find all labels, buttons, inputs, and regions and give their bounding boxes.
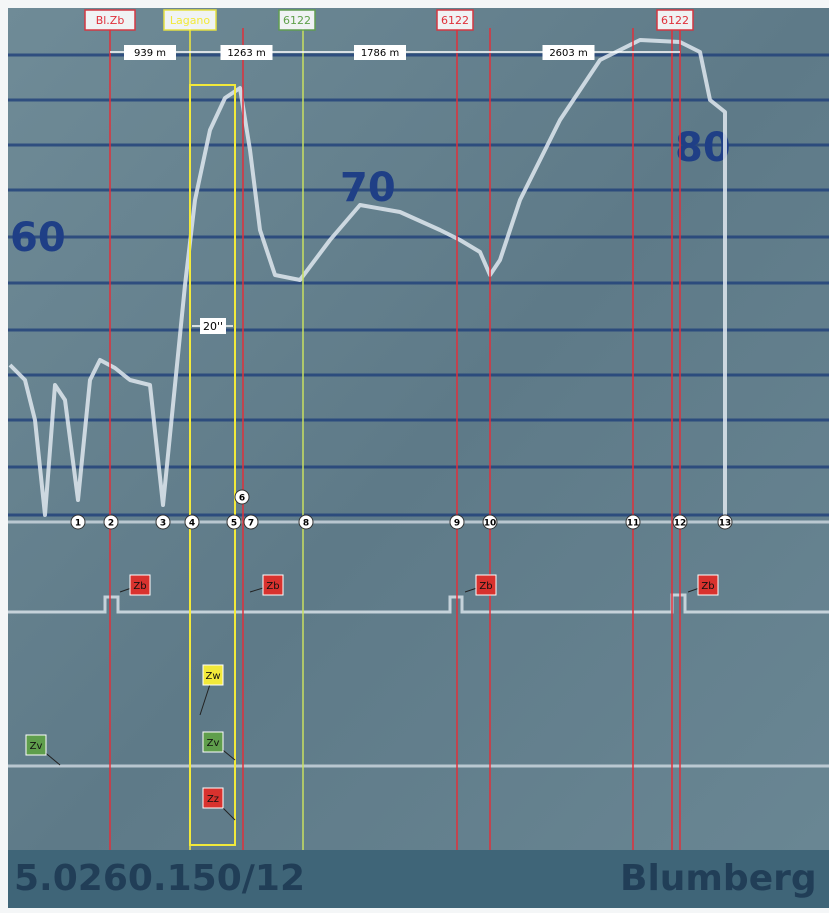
callout-label: Zw (205, 671, 220, 682)
marker-label: Bl.Zb (96, 14, 125, 27)
distance-label: 2603 m (549, 48, 587, 59)
callout-label: Zv (30, 741, 43, 752)
callout-label: Zz (207, 794, 219, 805)
callout-label: Zb (266, 581, 279, 592)
marker-label: 6122 (283, 14, 311, 27)
footer-code: 5.0260.150/12 (14, 858, 305, 899)
point-label: 13 (719, 519, 732, 529)
marker-label: Lagano (170, 14, 211, 27)
callout-label: Zb (479, 581, 492, 592)
speed-label: 70 (340, 165, 396, 211)
marker-label: 6122 (661, 14, 689, 27)
point-label: 8 (303, 519, 309, 529)
point-label: 2 (108, 519, 114, 529)
recording-strip: 607080Bl.ZbLagano612261226122939 m1263 m… (0, 0, 829, 913)
point-label: 1 (75, 519, 81, 529)
speed-label: 60 (10, 215, 66, 261)
distance-label: 939 m (134, 48, 166, 59)
callout-label: Zb (133, 581, 146, 592)
duration-label: 20'' (203, 320, 223, 333)
point-label: 7 (248, 519, 254, 529)
point-label: 5 (231, 519, 237, 529)
footer-place: Blumberg (620, 858, 817, 899)
point-label: 4 (189, 519, 195, 529)
point-label: 6 (239, 494, 245, 504)
point-label: 10 (484, 519, 497, 529)
marker-label: 6122 (441, 14, 469, 27)
point-label: 12 (674, 519, 687, 529)
point-label: 11 (627, 519, 640, 529)
point-label: 9 (454, 519, 460, 529)
callout-label: Zv (207, 738, 220, 749)
speed-label: 80 (675, 125, 731, 171)
callout-label: Zb (701, 581, 714, 592)
point-label: 3 (160, 519, 166, 529)
distance-label: 1786 m (361, 48, 399, 59)
distance-label: 1263 m (227, 48, 265, 59)
